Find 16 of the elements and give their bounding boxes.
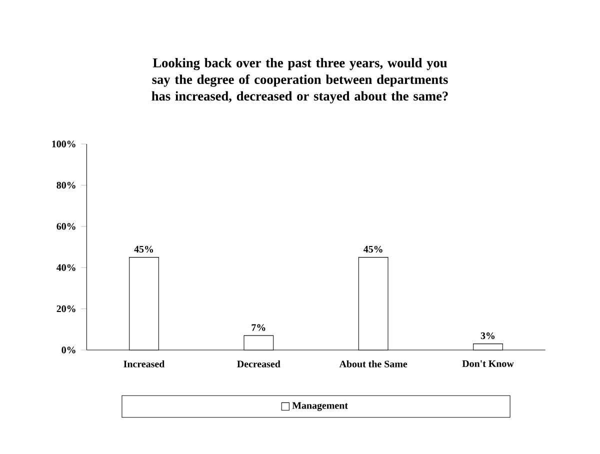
data-label: 3%: [480, 332, 495, 340]
x-tick-label: About the Same: [339, 360, 408, 368]
x-tick-label: Don't Know: [462, 360, 514, 367]
data-label: 45%: [364, 246, 382, 253]
y-tick-label: 20%: [56, 305, 76, 312]
data-label: 7%: [252, 324, 266, 331]
chart-title: Looking back over the past three years, would you say the degree of cooperation between departments has increased, decreased or stayed about the same?: [152, 58, 448, 104]
y-tick-label: 40%: [56, 264, 76, 271]
y-tick-label: 100%: [52, 140, 76, 148]
y-tick-label: 0%: [62, 346, 76, 354]
legend-label: Management: [292, 402, 348, 411]
y-tick-label: 60%: [56, 223, 76, 230]
data-label: 45%: [134, 246, 154, 253]
x-tick-label: Decreased: [237, 360, 280, 368]
x-tick-label: Increased: [124, 360, 165, 368]
y-tick-label: 80%: [56, 182, 76, 189]
